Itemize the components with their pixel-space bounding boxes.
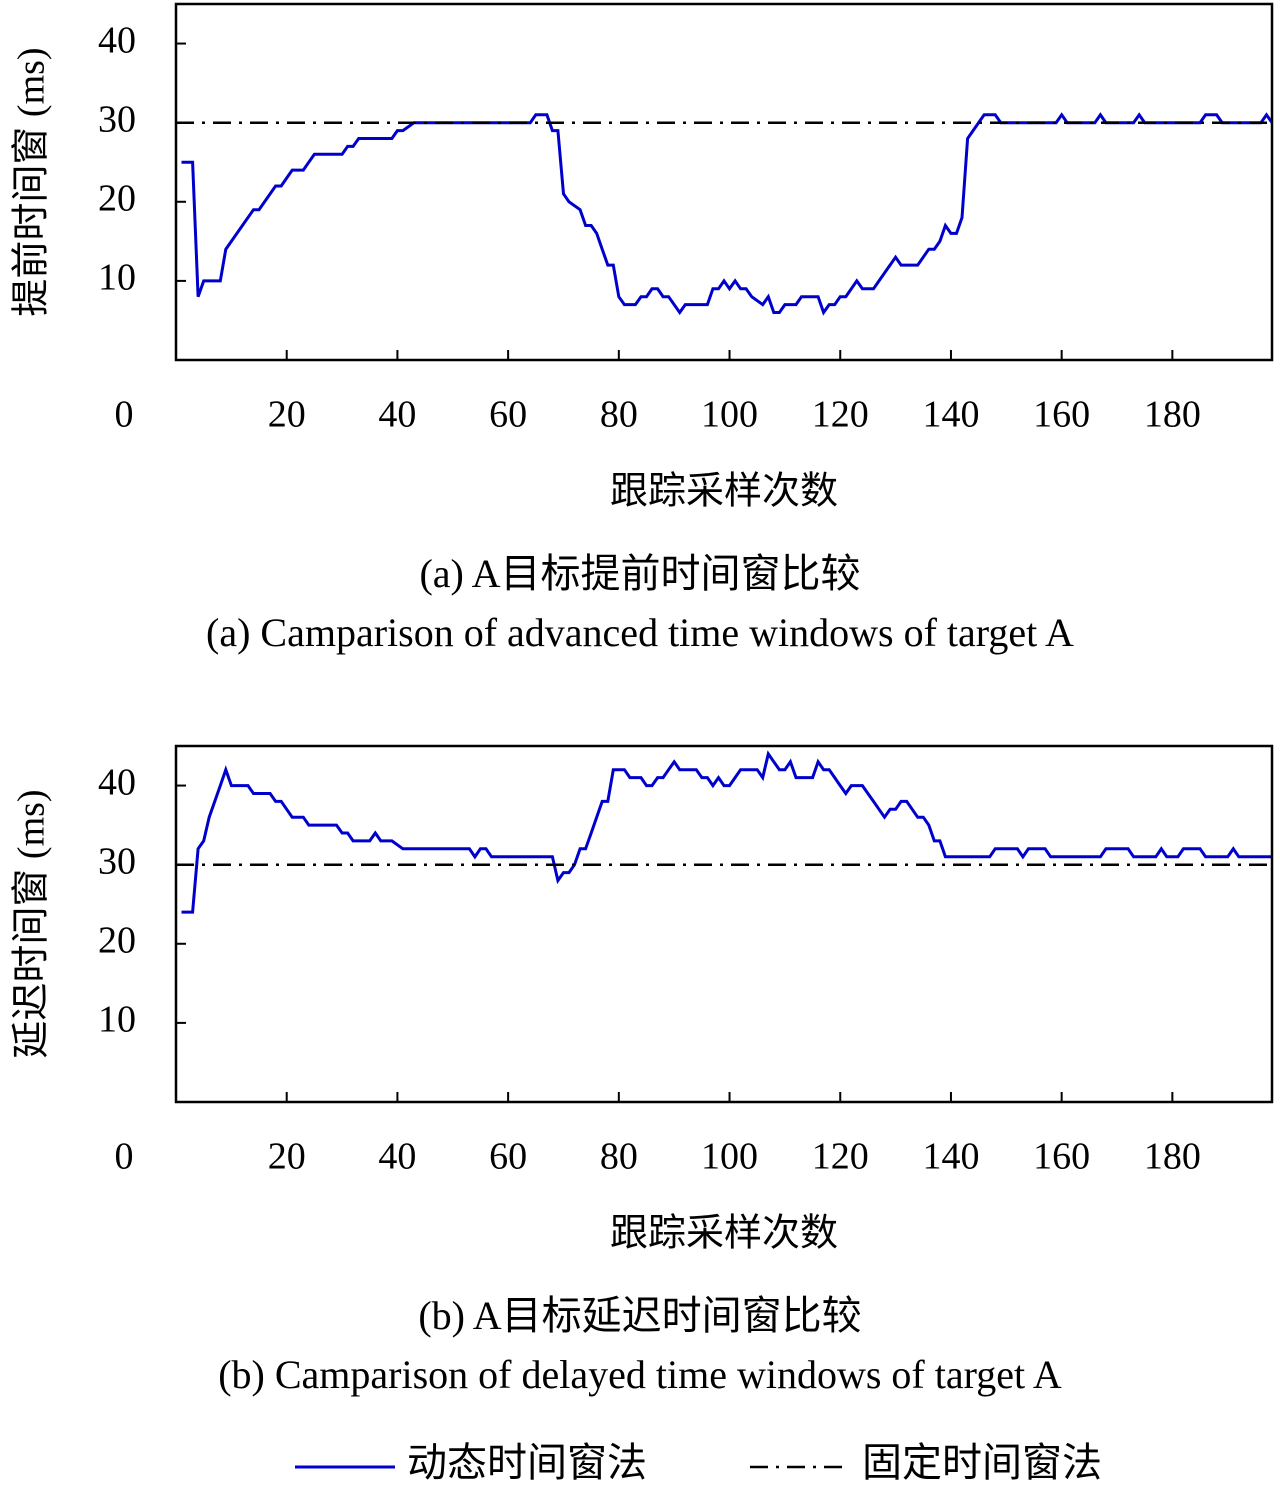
caption-en: (b) Camparison of delayed time windows o… (218, 1352, 1062, 1397)
x-tick-label: 60 (489, 394, 527, 436)
x-tick-label: 20 (268, 394, 306, 436)
y-tick-label: 40 (98, 19, 136, 61)
x-tick-label: 20 (268, 1136, 306, 1178)
x-tick-label: 0 (115, 394, 134, 436)
y-tick-label: 40 (98, 761, 136, 803)
x-tick-label: 100 (701, 1136, 758, 1178)
caption: (b) A目标延迟时间窗比较 (418, 1293, 861, 1338)
x-tick-label: 120 (812, 1136, 869, 1178)
x-tick-label: 40 (378, 394, 416, 436)
x-tick-label: 60 (489, 1136, 527, 1178)
y-tick-label: 30 (98, 98, 136, 140)
plot-frame (174, 744, 1274, 1104)
y-tick-label: 30 (98, 840, 136, 882)
caption: (a) A目标提前时间窗比较 (419, 551, 860, 596)
x-tick-label: 40 (378, 1136, 416, 1178)
x-axis-label: 跟踪采样次数 (610, 471, 838, 513)
data-line (181, 112, 1274, 316)
x-tick-label: 160 (1033, 1136, 1090, 1178)
caption-en: (a) Camparison of advanced time windows … (206, 610, 1074, 655)
legend-label: 动态时间窗法 (407, 1440, 647, 1485)
x-tick-label: 120 (812, 394, 869, 436)
x-tick-label: 140 (922, 1136, 979, 1178)
y-tick-label: 10 (98, 999, 136, 1041)
x-tick-label: 80 (600, 1136, 638, 1178)
x-tick-label: 100 (701, 394, 758, 436)
legend-label: 固定时间窗法 (862, 1440, 1102, 1485)
x-tick-label: 180 (1144, 1136, 1201, 1178)
data-line (181, 750, 1272, 914)
x-tick-label: 80 (600, 394, 638, 436)
plot-frame (174, 2, 1274, 362)
y-axis-label: 提前时间窗 (ms) (11, 47, 53, 316)
y-axis-label: 延迟时间窗 (ms) (11, 789, 53, 1058)
y-tick-label: 20 (98, 919, 136, 961)
x-tick-label: 140 (922, 394, 979, 436)
y-tick-label: 20 (98, 177, 136, 219)
x-tick-label: 180 (1144, 394, 1201, 436)
y-tick-label: 10 (98, 257, 136, 299)
x-tick-label: 0 (115, 1136, 134, 1178)
x-tick-label: 160 (1033, 394, 1090, 436)
x-axis-label: 跟踪采样次数 (610, 1213, 838, 1255)
